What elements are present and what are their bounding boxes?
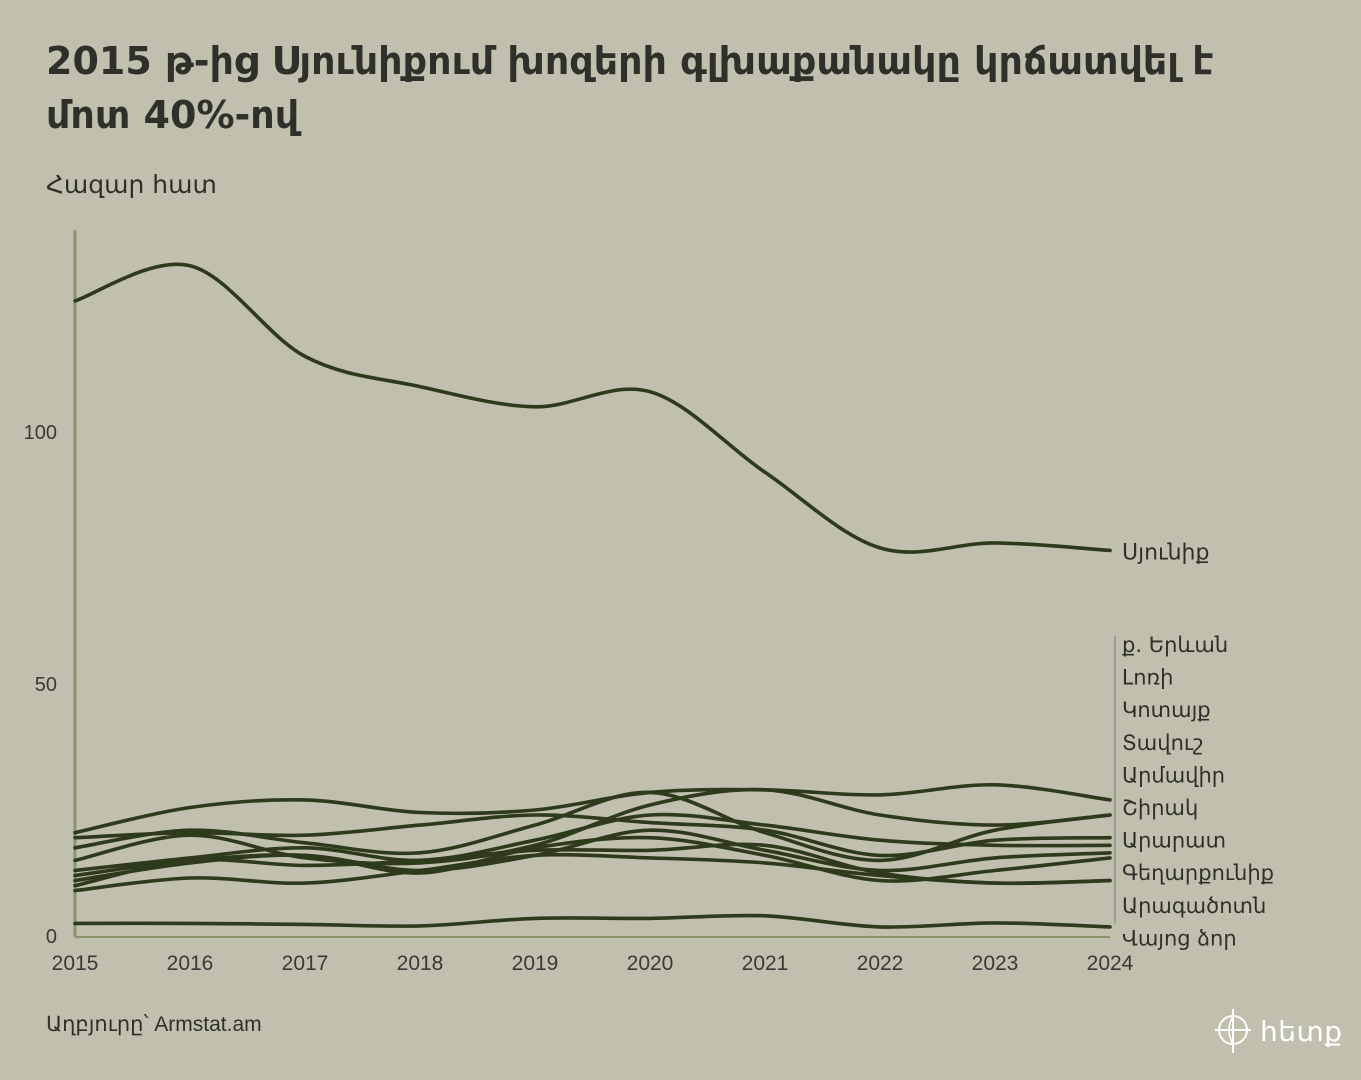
x-tick-label: 2024 (1087, 952, 1134, 975)
x-tick-label: 2019 (512, 952, 559, 975)
series-line (73, 852, 1112, 893)
x-tick-label: 2017 (282, 952, 329, 975)
source-note: Աղբյուրը՝ Armstat.am (46, 1013, 262, 1036)
series-label: Վայոց ձոր (1122, 926, 1237, 950)
series-label: Տավուշ (1122, 731, 1203, 755)
x-tick-label: 2020 (627, 952, 674, 975)
x-tick-label: 2023 (972, 952, 1019, 975)
y-tick-label: 50 (35, 674, 57, 696)
x-tick-label: 2018 (397, 952, 444, 975)
logo-text: հետք (1260, 1014, 1343, 1048)
series-label: Գեղարքունիք (1122, 861, 1274, 885)
series-line (73, 790, 1112, 863)
x-tick-label: 2021 (742, 952, 789, 975)
crosshair-globe-icon (1215, 1009, 1251, 1053)
series-line (73, 913, 1112, 929)
chart-lines (73, 262, 1112, 929)
y-unit-label: Հազար հատ (46, 170, 217, 199)
chart-title: 2015 թ-ից Սյունիքում խոզերի գլխաքանակը կ… (46, 39, 1214, 137)
series-label: Սյունիք (1122, 540, 1209, 565)
series-labels: Սյունիք ք. Երևան Լոռի Կոտայք Տավուշ Արմավիր Շի… (1114, 540, 1274, 950)
y-tick-label: 100 (24, 422, 57, 444)
series-line (73, 812, 1112, 873)
series-label: Շիրակ (1122, 796, 1198, 820)
series-label: Արմավիր (1122, 763, 1225, 787)
series-label: Կոտայք (1122, 698, 1211, 722)
x-tick-label: 2022 (857, 952, 904, 975)
series-label: Արագածոտն (1122, 894, 1266, 918)
hetq-logo: հետք (1214, 1003, 1344, 1059)
y-tick-label: 0 (46, 926, 57, 948)
x-tick-label: 2016 (167, 952, 214, 975)
series-label: Լոռի (1122, 666, 1173, 690)
series-line (73, 835, 1112, 883)
series-line (73, 782, 1112, 835)
series-label: ք. Երևան (1122, 633, 1228, 657)
x-tick-label: 2015 (52, 952, 99, 975)
chart-axes: 0 50 100 2015 2016 2017 2018 2019 2020 2021 2022 20… (24, 230, 1134, 975)
series-line (73, 262, 1112, 554)
series-label: Արարատ (1122, 829, 1226, 853)
line-chart: 0 50 100 2015 2016 2017 2018 2019 2020 2021 2022 20… (24, 230, 1274, 975)
